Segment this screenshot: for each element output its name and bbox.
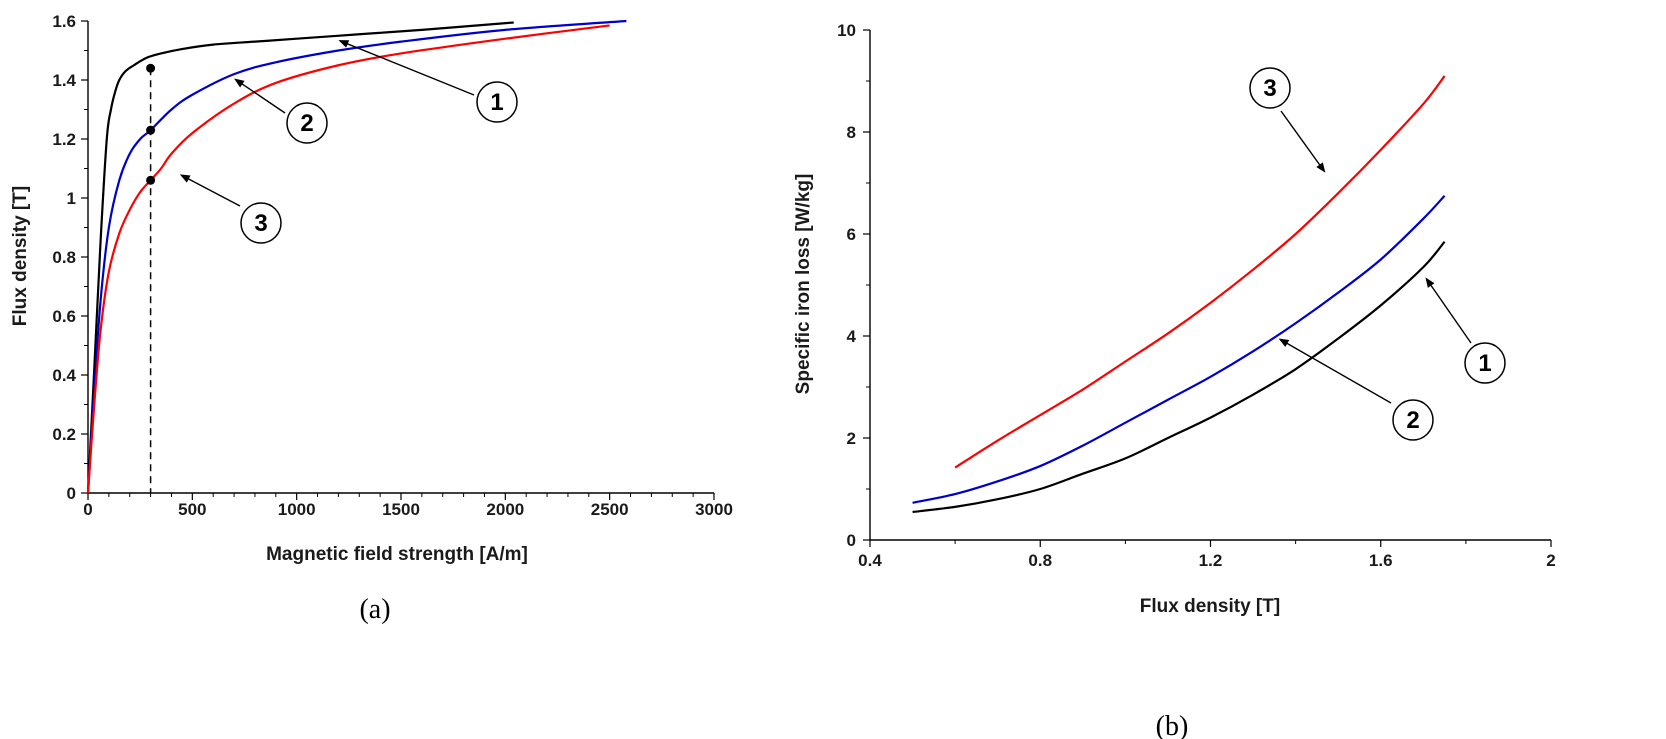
chart-b-callout-arrowhead — [1316, 162, 1326, 173]
chart-b-x-tick-label: 2 — [1546, 551, 1555, 570]
chart-a-callout-circle — [286, 102, 328, 144]
chart-a-axis-lines — [87, 21, 714, 494]
chart-a-x-tick-label: 500 — [178, 500, 206, 519]
chart-b-x-tick-label: 1.6 — [1369, 551, 1393, 570]
chart-a-x-axis-title: Magnetic field strength [A/m] — [266, 544, 528, 565]
chart-a-magnetization-curves: 0 500 1000 1500 2000 2500 3000 0 0.2 0.4 0.6 0.8 1 1.… — [10, 12, 733, 625]
chart-b-x-tick-label: 1.2 — [1199, 551, 1223, 570]
chart-b-callout-arrow-line — [1284, 341, 1392, 404]
chart-a-series-3-line — [86, 24, 610, 494]
chart-a-callout-circle — [476, 81, 518, 123]
chart-b-x-tick-label: 0.4 — [858, 551, 882, 570]
chart-b-axis-lines — [869, 30, 1551, 541]
chart-b-y-tick-label: 8 — [847, 123, 856, 142]
chart-a-series-2-line — [86, 19, 627, 494]
chart-a-callout-arrow-line — [185, 177, 241, 207]
chart-b-callout-circle — [1392, 399, 1434, 441]
chart-b-callout-label: 3 — [1263, 75, 1276, 102]
chart-b-panel-label: (b) — [1156, 711, 1189, 739]
chart-b-x-tick-label: 0.8 — [1028, 551, 1052, 570]
chart-b-y-tick-label: 6 — [847, 225, 856, 244]
chart-a-x-tick-label: 1500 — [382, 500, 420, 519]
chart-b-ticks: 0.4 0.8 1.2 1.6 2 0 2 4 6 8 10 — [837, 21, 1556, 570]
chart-a-callout-arrowhead — [338, 40, 350, 48]
chart-a-ticks: 0 500 1000 1500 2000 2500 3000 0 0.2 0.4 0.6 0.8 1 1.… — [52, 12, 733, 519]
chart-a-marked-point — [146, 63, 156, 73]
chart-a-y-axis-title: Flux density [T] — [10, 186, 31, 326]
chart-b-y-axis-title: Specific iron loss [W/kg] — [793, 174, 814, 395]
chart-a-x-tick-label: 3000 — [695, 500, 733, 519]
chart-a-series-1-line — [86, 21, 514, 494]
chart-b-y-tick-label: 10 — [837, 21, 856, 40]
chart-a-y-tick-label: 1 — [67, 189, 76, 208]
chart-a-callouts: 1 2 3 — [179, 40, 518, 244]
chart-a-y-tick-label: 1.2 — [52, 130, 76, 149]
chart-b-callouts: 3 2 1 — [1249, 67, 1506, 441]
chart-a-axes — [87, 21, 714, 494]
chart-a-x-tick-label: 2000 — [486, 500, 524, 519]
chart-a-callout-label: 2 — [300, 110, 313, 137]
chart-a-y-tick-label: 0 — [67, 484, 76, 503]
chart-a-marked-point — [146, 125, 156, 135]
chart-b-x-axis-title: Flux density [T] — [1140, 596, 1280, 617]
chart-b-callout-label: 2 — [1406, 407, 1419, 434]
chart-a-y-tick-label: 0.2 — [52, 425, 76, 444]
chart-a-callout-circle — [240, 202, 282, 244]
chart-a-callout-label: 1 — [490, 89, 503, 116]
chart-a-y-tick-label: 0.6 — [52, 307, 76, 326]
chart-b-iron-loss-curves: 0.4 0.8 1.2 1.6 2 0 2 4 6 8 10 3 2 1 Flux density [T… — [793, 21, 1556, 739]
chart-b-y-tick-label: 0 — [847, 531, 856, 550]
chart-a-x-tick-label: 2500 — [591, 500, 629, 519]
chart-b-callout-arrow-line — [1280, 110, 1322, 168]
chart-b-callout-circle — [1464, 342, 1506, 384]
chart-a-callout-arrow-line — [344, 42, 475, 96]
chart-b-series — [912, 75, 1446, 514]
chart-a-callout-arrowhead — [234, 78, 245, 88]
chart-a-y-tick-label: 1.4 — [52, 71, 76, 90]
chart-a-callout-label: 3 — [254, 210, 267, 237]
chart-b-callout-arrow-line — [1428, 282, 1472, 344]
chart-b-series-2-line — [912, 195, 1446, 504]
chart-a-y-tick-label: 0.8 — [52, 248, 76, 267]
chart-a-y-tick-label: 0.4 — [52, 366, 76, 385]
chart-a-marked-point — [146, 175, 156, 185]
chart-a-x-tick-label: 1000 — [278, 500, 316, 519]
chart-a-callout-arrow-line — [239, 81, 286, 114]
chart-a-callout-arrowhead — [179, 174, 191, 183]
chart-b-y-tick-label: 2 — [847, 429, 856, 448]
chart-b-callout-arrowhead — [1278, 338, 1290, 347]
chart-a-series — [86, 19, 627, 494]
chart-b-series-3-line — [954, 75, 1446, 469]
chart-a-y-tick-label: 1.6 — [52, 12, 76, 31]
chart-a-panel-label: (a) — [359, 594, 390, 625]
chart-b-callout-label: 1 — [1478, 350, 1491, 377]
chart-b-callout-arrowhead — [1425, 277, 1435, 288]
chart-a-markers — [146, 63, 156, 493]
chart-a-x-tick-label: 0 — [83, 500, 92, 519]
chart-b-callout-circle — [1249, 67, 1291, 109]
chart-b-axes — [869, 30, 1551, 541]
chart-b-y-tick-label: 4 — [847, 327, 857, 346]
chart-b-series-1-line — [912, 240, 1446, 514]
